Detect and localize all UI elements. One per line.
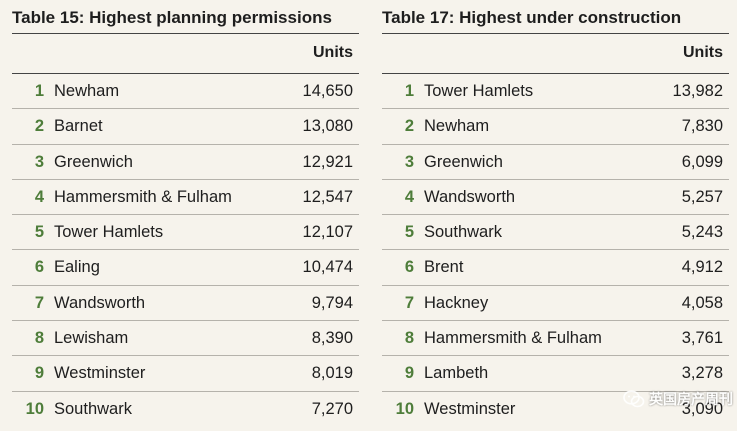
- units-value: 4,912: [681, 258, 723, 277]
- borough-name: Wandsworth: [54, 293, 146, 312]
- rank: 8: [34, 329, 44, 348]
- units-value: 13,982: [672, 82, 723, 100]
- borough-name: Hammersmith & Fulham: [424, 329, 602, 348]
- borough-name: Southwark: [54, 399, 132, 418]
- borough-name: Westminster: [54, 364, 146, 383]
- units-column-header: Units: [313, 44, 353, 61]
- borough-name: Newham: [54, 82, 120, 100]
- rank: 4: [404, 187, 414, 206]
- borough-name: Lambeth: [424, 364, 489, 383]
- table-body: 1 Newham 14,650 2 Barnet 13,080 3 Greenwich 12…: [12, 74, 359, 427]
- rank: 5: [34, 223, 44, 242]
- table-row: 8 Hammersmith & Fulham 3,761: [382, 321, 729, 357]
- units-value: 14,650: [302, 82, 353, 100]
- table-under-construction: Table 17: Highest under construction Uni…: [382, 0, 729, 427]
- borough-name: Westminster: [424, 399, 516, 418]
- table-row: 3 Greenwich 6,099: [382, 145, 729, 180]
- rank: 2: [34, 117, 44, 136]
- borough-name: Tower Hamlets: [424, 82, 534, 100]
- rank: 1: [34, 82, 44, 100]
- rank: 5: [404, 223, 414, 242]
- units-value: 9,794: [311, 293, 353, 312]
- units-value: 5,243: [681, 223, 723, 242]
- borough-name: Brent: [424, 258, 464, 277]
- table-row: 5 Southwark 5,243: [382, 215, 729, 251]
- rank: 3: [34, 152, 44, 171]
- borough-name: Barnet: [54, 117, 103, 136]
- table-row: 7 Hackney 4,058: [382, 286, 729, 322]
- units-value: 4,058: [681, 293, 723, 312]
- units-value: 3,761: [681, 329, 723, 348]
- table-row: 10 Westminster 3,090: [382, 392, 729, 427]
- units-column-header: Units: [683, 44, 723, 61]
- table-header: Units: [382, 33, 729, 74]
- borough-name: Southwark: [424, 223, 502, 242]
- borough-name: Hackney: [424, 293, 489, 312]
- rank: 2: [404, 117, 414, 136]
- borough-name: Greenwich: [54, 152, 133, 171]
- units-value: 6,099: [681, 152, 723, 171]
- borough-name: Ealing: [54, 258, 100, 277]
- units-value: 12,107: [302, 223, 353, 242]
- table-row: 1 Newham 14,650: [12, 74, 359, 110]
- units-value: 3,090: [681, 399, 723, 418]
- rank: 4: [34, 187, 44, 206]
- table-header: Units: [12, 33, 359, 74]
- rank: 3: [404, 152, 414, 171]
- units-value: 13,080: [302, 117, 353, 136]
- rank: 9: [404, 364, 414, 383]
- table-row: 10 Southwark 7,270: [12, 392, 359, 427]
- units-value: 3,278: [681, 364, 723, 383]
- units-value: 5,257: [681, 187, 723, 206]
- table-row: 9 Westminster 8,019: [12, 356, 359, 392]
- rank: 10: [25, 399, 44, 418]
- table-row: 2 Barnet 13,080: [12, 109, 359, 145]
- table-row: 6 Ealing 10,474: [12, 250, 359, 286]
- table-row: 1 Tower Hamlets 13,982: [382, 74, 729, 110]
- table-row: 5 Tower Hamlets 12,107: [12, 215, 359, 251]
- table-title: Table 17: Highest under construction: [382, 8, 682, 27]
- borough-name: Hammersmith & Fulham: [54, 187, 232, 206]
- table-row: 8 Lewisham 8,390: [12, 321, 359, 357]
- borough-name: Greenwich: [424, 152, 503, 171]
- table-row: 4 Wandsworth 5,257: [382, 180, 729, 216]
- units-value: 12,547: [302, 187, 353, 206]
- rank: 7: [404, 293, 414, 312]
- borough-name: Lewisham: [54, 329, 129, 348]
- rank: 9: [34, 364, 44, 383]
- units-value: 10,474: [302, 258, 353, 277]
- rank: 6: [34, 258, 44, 277]
- units-value: 8,390: [311, 329, 353, 348]
- table-row: 3 Greenwich 12,921: [12, 145, 359, 180]
- units-value: 7,830: [681, 117, 723, 136]
- rank: 7: [34, 293, 44, 312]
- rank: 10: [395, 399, 414, 418]
- borough-name: Newham: [424, 117, 490, 136]
- table-body: 1 Tower Hamlets 13,982 2 Newham 7,830 3 Green…: [382, 74, 729, 427]
- table-row: 4 Hammersmith & Fulham 12,547: [12, 180, 359, 216]
- table-planning-permissions: Table 15: Highest planning permissions U…: [12, 0, 359, 427]
- table-title: Table 15: Highest planning permissions: [12, 8, 332, 27]
- table-row: 9 Lambeth 3,278: [382, 356, 729, 392]
- units-value: 8,019: [311, 364, 353, 383]
- table-row: 7 Wandsworth 9,794: [12, 286, 359, 322]
- table-row: 6 Brent 4,912: [382, 250, 729, 286]
- rank: 8: [404, 329, 414, 348]
- rank: 6: [404, 258, 414, 277]
- borough-name: Wandsworth: [424, 187, 516, 206]
- rank: 1: [404, 82, 414, 100]
- units-value: 12,921: [302, 152, 353, 171]
- table-row: 2 Newham 7,830: [382, 109, 729, 145]
- units-value: 7,270: [311, 399, 353, 418]
- borough-name: Tower Hamlets: [54, 223, 164, 242]
